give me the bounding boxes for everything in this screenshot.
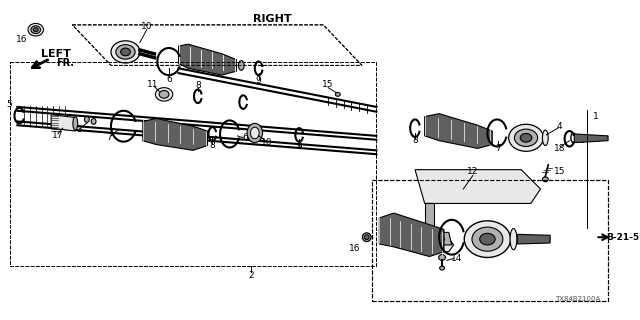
Ellipse shape <box>543 130 548 146</box>
Ellipse shape <box>515 129 538 147</box>
Bar <box>372 180 608 301</box>
Text: B-21-5: B-21-5 <box>606 233 639 242</box>
Text: 7: 7 <box>495 144 501 153</box>
Ellipse shape <box>440 266 444 270</box>
Text: 14: 14 <box>451 254 462 263</box>
Ellipse shape <box>430 237 435 241</box>
Ellipse shape <box>84 116 89 122</box>
Ellipse shape <box>156 88 173 101</box>
Ellipse shape <box>111 41 140 63</box>
Ellipse shape <box>510 228 517 250</box>
Text: 4: 4 <box>557 122 563 131</box>
Text: 6: 6 <box>243 133 248 142</box>
Ellipse shape <box>362 233 371 242</box>
Ellipse shape <box>28 23 44 36</box>
Text: 9: 9 <box>256 76 262 85</box>
Ellipse shape <box>438 255 445 260</box>
Text: 8: 8 <box>195 81 201 90</box>
Text: 10: 10 <box>141 22 152 31</box>
Ellipse shape <box>364 235 369 240</box>
Polygon shape <box>517 234 550 244</box>
Ellipse shape <box>238 60 244 70</box>
Text: 7: 7 <box>106 133 112 142</box>
Ellipse shape <box>31 26 40 34</box>
Text: 16: 16 <box>15 35 27 44</box>
Ellipse shape <box>464 221 511 258</box>
Text: 12: 12 <box>467 167 479 176</box>
Text: 15: 15 <box>323 80 334 89</box>
Text: 17: 17 <box>52 132 63 140</box>
Text: 13: 13 <box>399 231 411 240</box>
Ellipse shape <box>116 45 135 59</box>
Text: 1: 1 <box>593 112 598 121</box>
Text: LEFT: LEFT <box>40 49 70 59</box>
Text: 8: 8 <box>412 136 418 145</box>
Text: 2: 2 <box>248 271 253 280</box>
Ellipse shape <box>33 28 38 32</box>
Text: 10: 10 <box>260 138 272 147</box>
Text: 15: 15 <box>554 167 566 176</box>
Polygon shape <box>574 134 608 143</box>
Ellipse shape <box>520 133 532 142</box>
Polygon shape <box>380 213 444 257</box>
Bar <box>372 180 608 301</box>
Text: 9: 9 <box>296 142 302 151</box>
Ellipse shape <box>335 92 340 96</box>
Ellipse shape <box>159 91 169 98</box>
Ellipse shape <box>480 233 495 245</box>
Ellipse shape <box>121 48 131 56</box>
Text: 5: 5 <box>7 100 13 108</box>
Ellipse shape <box>250 127 259 139</box>
Text: 6: 6 <box>166 76 172 84</box>
Text: RIGHT: RIGHT <box>253 14 291 24</box>
Polygon shape <box>425 114 492 148</box>
Ellipse shape <box>73 116 77 130</box>
Ellipse shape <box>543 177 548 182</box>
Text: 11: 11 <box>147 80 158 89</box>
Text: TX84B2100A: TX84B2100A <box>555 296 600 302</box>
Text: 8: 8 <box>209 141 215 150</box>
Ellipse shape <box>509 124 543 151</box>
Text: 5: 5 <box>579 136 585 145</box>
Text: FR.: FR. <box>56 59 74 68</box>
Polygon shape <box>420 232 452 245</box>
Ellipse shape <box>247 123 262 143</box>
Ellipse shape <box>92 118 96 124</box>
Text: 18: 18 <box>554 144 566 153</box>
Ellipse shape <box>440 237 444 241</box>
Text: 3: 3 <box>76 124 82 134</box>
Polygon shape <box>425 204 435 232</box>
Ellipse shape <box>472 227 503 251</box>
Polygon shape <box>143 118 207 150</box>
Text: 16: 16 <box>349 244 361 253</box>
Polygon shape <box>415 170 541 204</box>
Polygon shape <box>415 232 454 252</box>
Polygon shape <box>179 44 236 75</box>
Polygon shape <box>51 115 76 131</box>
